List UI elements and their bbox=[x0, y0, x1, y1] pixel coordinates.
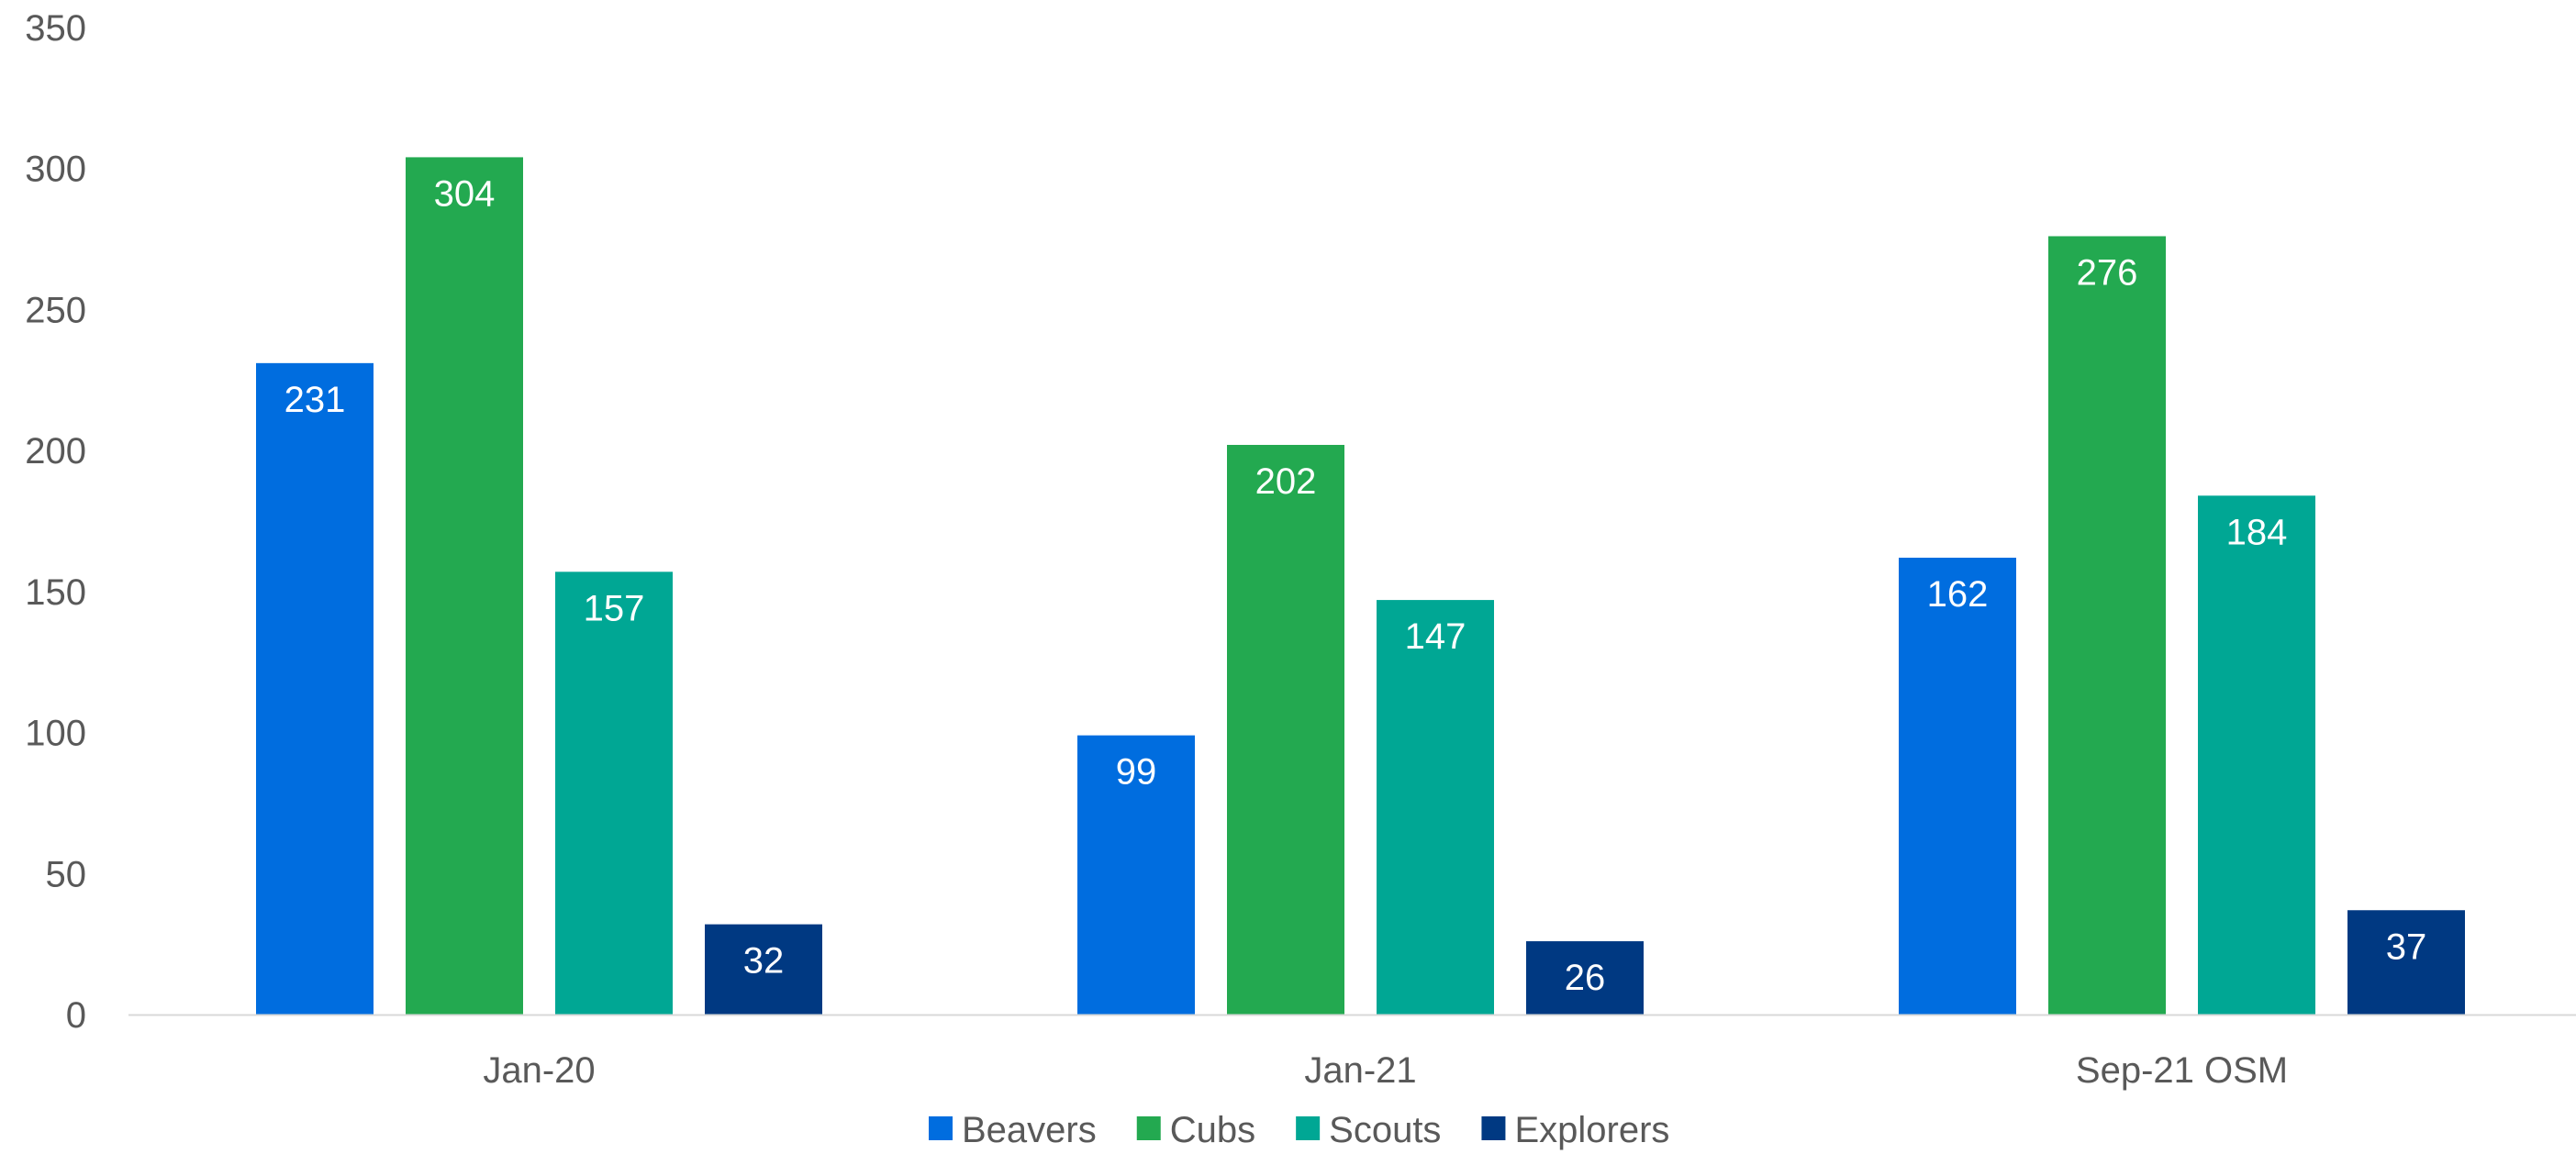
y-tick-label: 200 bbox=[25, 431, 86, 472]
bar-cubs-2 bbox=[2048, 236, 2166, 1015]
data-labels-group: 231 304 157 32 99 202 147 26 162 276 184 37 bbox=[284, 173, 2427, 998]
bar-beavers-2 bbox=[1899, 557, 2016, 1015]
legend-label-beavers: Beavers bbox=[962, 1110, 1097, 1150]
legend-swatch-beavers bbox=[929, 1116, 953, 1140]
y-tick-label: 50 bbox=[46, 854, 87, 894]
y-axis-ticks: 0 50 100 150 200 250 300 350 bbox=[25, 8, 86, 1036]
data-label: 26 bbox=[1565, 958, 1606, 998]
legend-swatch-explorers bbox=[1481, 1116, 1506, 1140]
x-axis-labels: Jan-20 Jan-21 Sep-21 OSM bbox=[483, 1050, 2288, 1091]
bar-cubs-1 bbox=[1227, 444, 1344, 1015]
data-label: 157 bbox=[584, 588, 645, 628]
data-label: 231 bbox=[284, 380, 346, 420]
legend-label-explorers: Explorers bbox=[1514, 1110, 1669, 1150]
data-label: 276 bbox=[2077, 252, 2138, 293]
x-category-label: Jan-21 bbox=[1304, 1050, 1416, 1091]
legend-label-scouts: Scouts bbox=[1329, 1110, 1441, 1150]
x-category-label: Sep-21 OSM bbox=[2076, 1050, 2288, 1091]
legend-swatch-cubs bbox=[1136, 1116, 1161, 1140]
data-label: 32 bbox=[743, 941, 785, 982]
bar-explorers-1 bbox=[1526, 941, 1644, 1015]
y-tick-label: 300 bbox=[25, 150, 86, 190]
data-label: 202 bbox=[1255, 461, 1317, 502]
y-tick-label: 0 bbox=[66, 995, 86, 1036]
bar-explorers-2 bbox=[2347, 910, 2465, 1015]
y-tick-label: 150 bbox=[25, 572, 86, 613]
legend-swatch-scouts bbox=[1296, 1116, 1321, 1140]
data-label: 99 bbox=[1116, 752, 1157, 793]
bars-group bbox=[256, 157, 2465, 1015]
bar-scouts-1 bbox=[1377, 600, 1494, 1015]
data-label: 162 bbox=[1927, 574, 1989, 615]
legend-label-cubs: Cubs bbox=[1170, 1110, 1255, 1150]
data-label: 147 bbox=[1405, 616, 1466, 657]
bar-scouts-2 bbox=[2198, 495, 2315, 1015]
data-label: 184 bbox=[2226, 512, 2288, 552]
bar-cubs-0 bbox=[406, 157, 523, 1015]
y-tick-label: 100 bbox=[25, 714, 86, 754]
y-tick-label: 250 bbox=[25, 290, 86, 330]
bar-beavers-0 bbox=[256, 362, 374, 1015]
bar-explorers-0 bbox=[705, 924, 822, 1015]
y-tick-label: 350 bbox=[25, 8, 86, 49]
data-label: 37 bbox=[2386, 926, 2427, 967]
data-label: 304 bbox=[434, 173, 496, 214]
bar-scouts-0 bbox=[555, 571, 673, 1015]
x-category-label: Jan-20 bbox=[483, 1050, 595, 1091]
bar-beavers-1 bbox=[1077, 735, 1195, 1015]
legend: Beavers Cubs Scouts Explorers bbox=[929, 1110, 1669, 1150]
